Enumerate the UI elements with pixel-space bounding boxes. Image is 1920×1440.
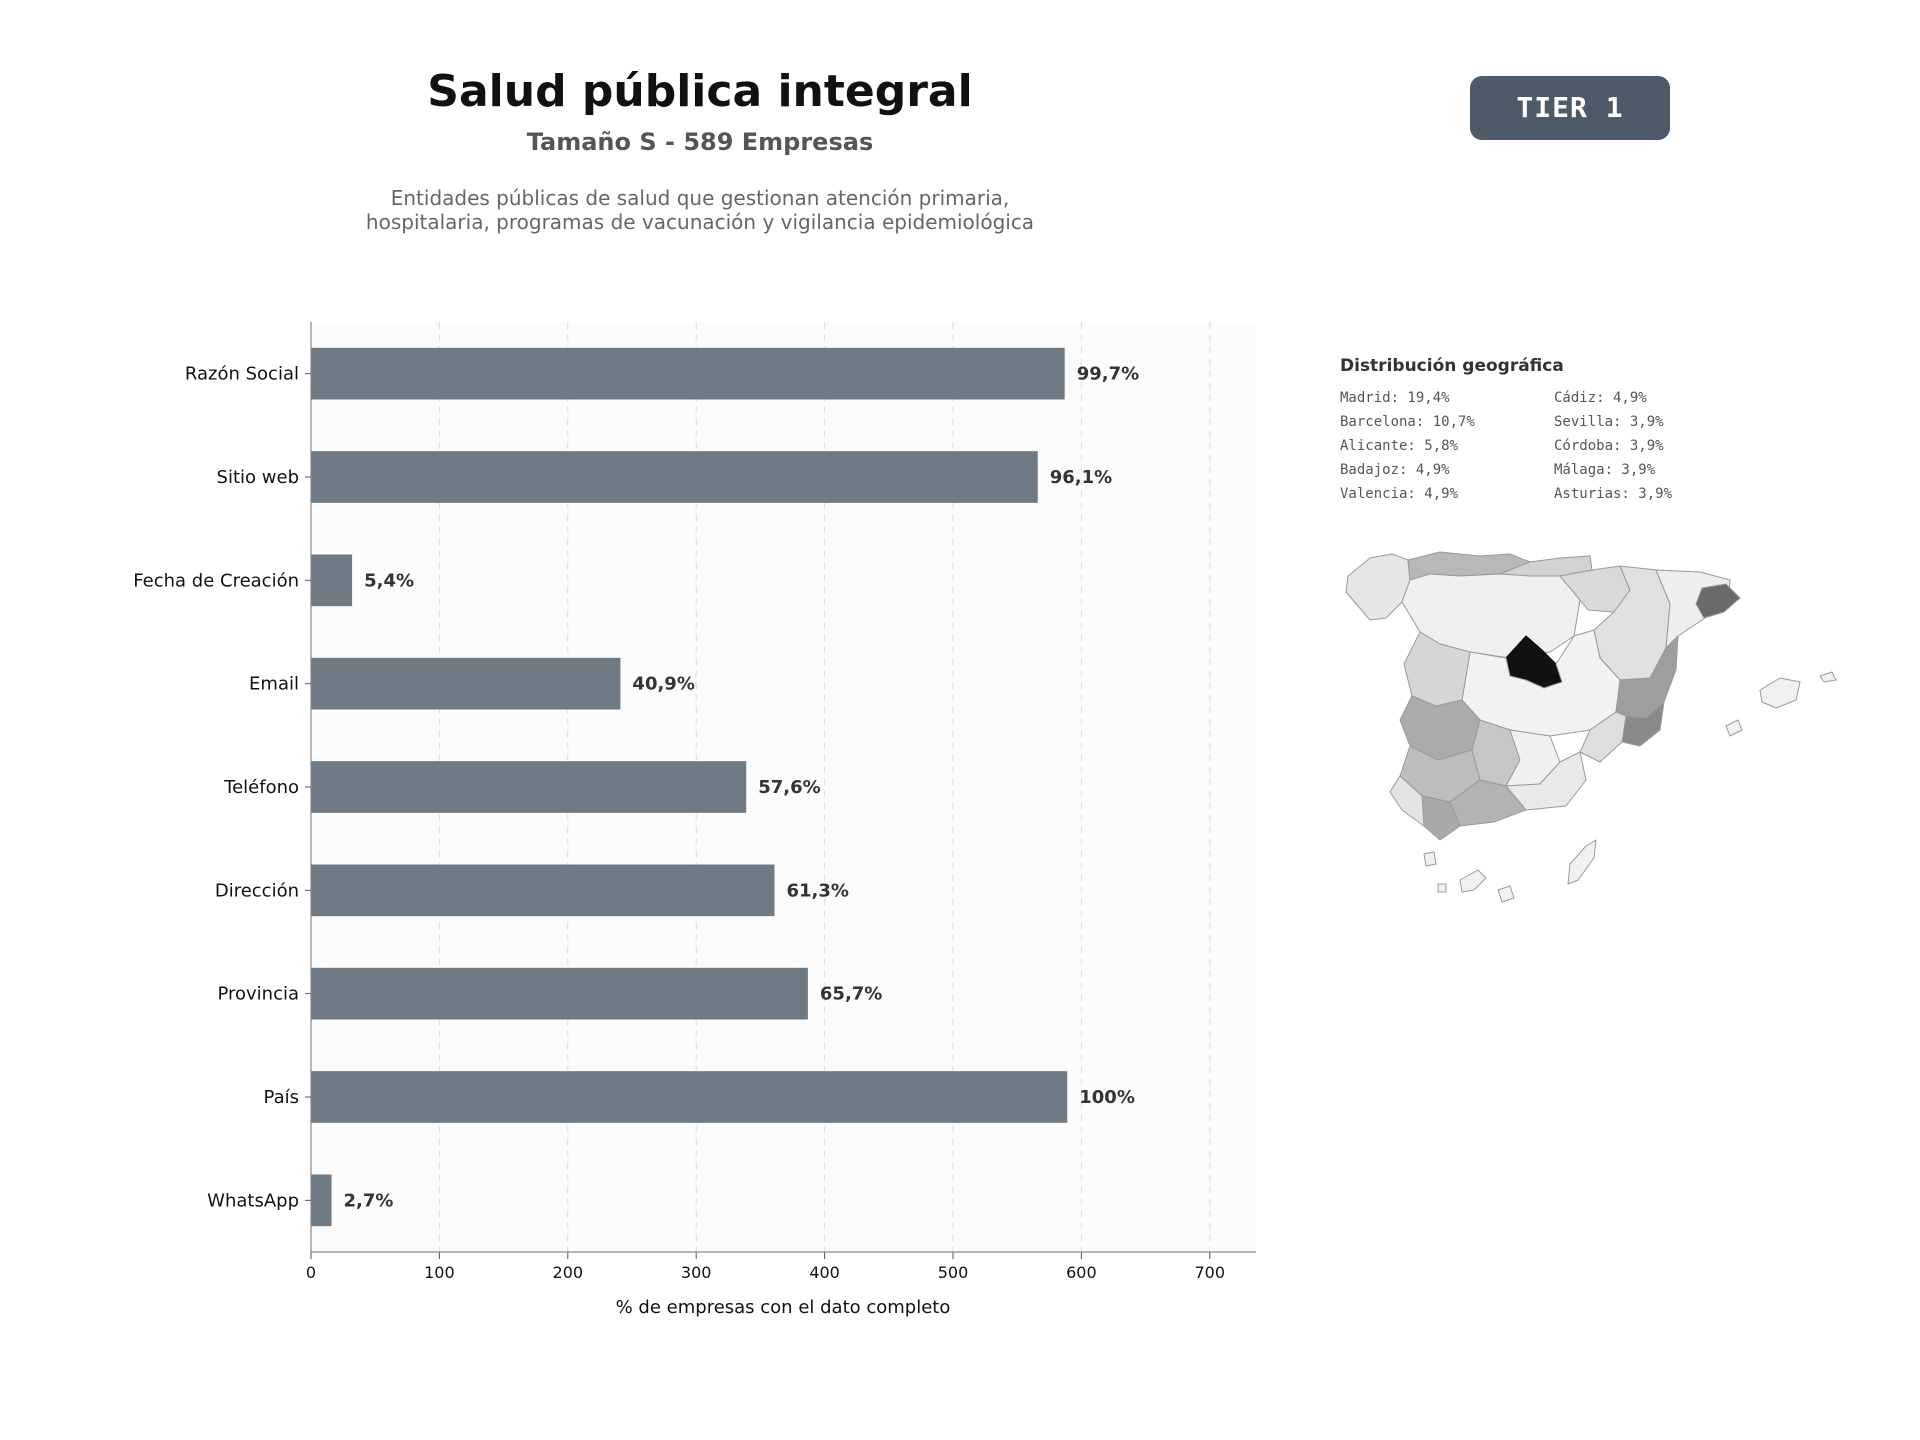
x-tick-label: 300	[681, 1263, 712, 1282]
bar	[311, 1174, 332, 1227]
x-tick-label: 700	[1195, 1263, 1226, 1282]
geo-distribution-title: Distribución geográfica	[1340, 356, 1564, 376]
data-label: 40,9%	[632, 674, 694, 695]
geo-entry: Asturias: 3,9%	[1554, 486, 1673, 502]
bar-chart: 99,7% 96,1% 5,4% 40,9% 57,6% 61,3% 65,7% 100% 2,…	[133, 322, 1256, 1318]
data-label: 99,7%	[1077, 364, 1139, 385]
chart-subtitle: Tamaño S - 589 Empresas	[526, 128, 874, 156]
category-label: Teléfono	[223, 777, 299, 798]
geo-entry: Alicante: 5,8%	[1340, 438, 1459, 454]
x-axis-label: % de empresas con el dato completo	[616, 1297, 951, 1318]
geo-entry: Cádiz: 4,9%	[1554, 390, 1647, 406]
description-line-1: Entidades públicas de salud que gestiona…	[390, 186, 1010, 210]
category-label: Dirección	[215, 880, 299, 901]
category-label: Sitio web	[217, 467, 299, 488]
data-label: 100%	[1079, 1087, 1135, 1108]
data-label: 57,6%	[758, 777, 820, 798]
category-label: Provincia	[217, 984, 299, 1005]
x-tick-label: 600	[1066, 1263, 1097, 1282]
region-malaga	[1449, 779, 1527, 827]
category-label: País	[264, 1087, 299, 1108]
x-tick-label: 500	[938, 1263, 969, 1282]
bar	[311, 657, 621, 710]
sector-description: Entidades públicas de salud que gestiona…	[300, 186, 1100, 234]
geo-entry: Valencia: 4,9%	[1340, 486, 1459, 502]
bar	[311, 451, 1038, 503]
bar	[311, 1071, 1068, 1123]
region-barcelona	[1695, 583, 1741, 619]
x-tick-label: 100	[424, 1263, 455, 1282]
region-ibiza	[1725, 719, 1743, 737]
region-canarias-1	[1423, 851, 1437, 867]
x-tick-label: 200	[553, 1263, 584, 1282]
region-menorca	[1819, 671, 1837, 683]
category-labels: Razón Social Sitio web Fecha de Creación Em…	[133, 364, 311, 1211]
bar	[311, 761, 747, 813]
bar	[311, 347, 1065, 400]
data-label: 65,7%	[820, 984, 882, 1005]
geo-entry: Málaga: 3,9%	[1554, 462, 1656, 478]
geo-entry: Badajoz: 4,9%	[1340, 462, 1450, 478]
description-line-2: hospitalaria, programas de vacunación y …	[365, 210, 1035, 234]
geo-entry: Madrid: 19,4%	[1340, 390, 1450, 406]
category-label: Email	[249, 674, 299, 695]
region-mallorca	[1759, 677, 1801, 709]
region-granada	[1505, 751, 1587, 811]
geo-entry: Córdoba: 3,9%	[1554, 438, 1664, 454]
category-label: Razón Social	[185, 364, 299, 385]
region-canarias-2	[1459, 869, 1487, 893]
geo-entry: Sevilla: 3,9%	[1554, 414, 1664, 430]
bars	[311, 347, 1068, 1227]
x-tick-label: 0	[306, 1263, 316, 1282]
data-label: 5,4%	[364, 570, 414, 591]
geo-distribution-list: Madrid: 19,4% Cádiz: 4,9% Barcelona: 10,…	[1340, 390, 1900, 502]
data-label: 96,1%	[1050, 467, 1112, 488]
data-labels: 99,7% 96,1% 5,4% 40,9% 57,6% 61,3% 65,7% 100% 2,…	[344, 364, 1140, 1212]
data-label: 61,3%	[787, 880, 849, 901]
bar	[311, 554, 353, 607]
bar	[311, 967, 808, 1020]
data-label: 2,7%	[344, 1190, 394, 1211]
region-canarias-4	[1567, 839, 1597, 885]
region-canarias-5	[1437, 883, 1447, 893]
spain-choropleth-map	[1345, 551, 1837, 903]
x-ticks: 0 100 200 300 400 500 600 700	[306, 1252, 1225, 1282]
chart-title: Salud pública integral	[427, 66, 973, 117]
region-galicia	[1345, 553, 1411, 621]
geo-entry: Barcelona: 10,7%	[1340, 414, 1475, 430]
bar	[311, 864, 775, 917]
category-label: WhatsApp	[207, 1190, 299, 1211]
region-huelva	[1389, 775, 1425, 827]
region-canarias-3	[1497, 885, 1515, 903]
tier-badge: TIER 1	[1470, 76, 1670, 140]
category-label: Fecha de Creación	[133, 570, 299, 591]
geo-distribution-panel: Distribución geográfica Madrid: 19,4% Cá…	[1340, 356, 1900, 502]
x-tick-label: 400	[809, 1263, 840, 1282]
